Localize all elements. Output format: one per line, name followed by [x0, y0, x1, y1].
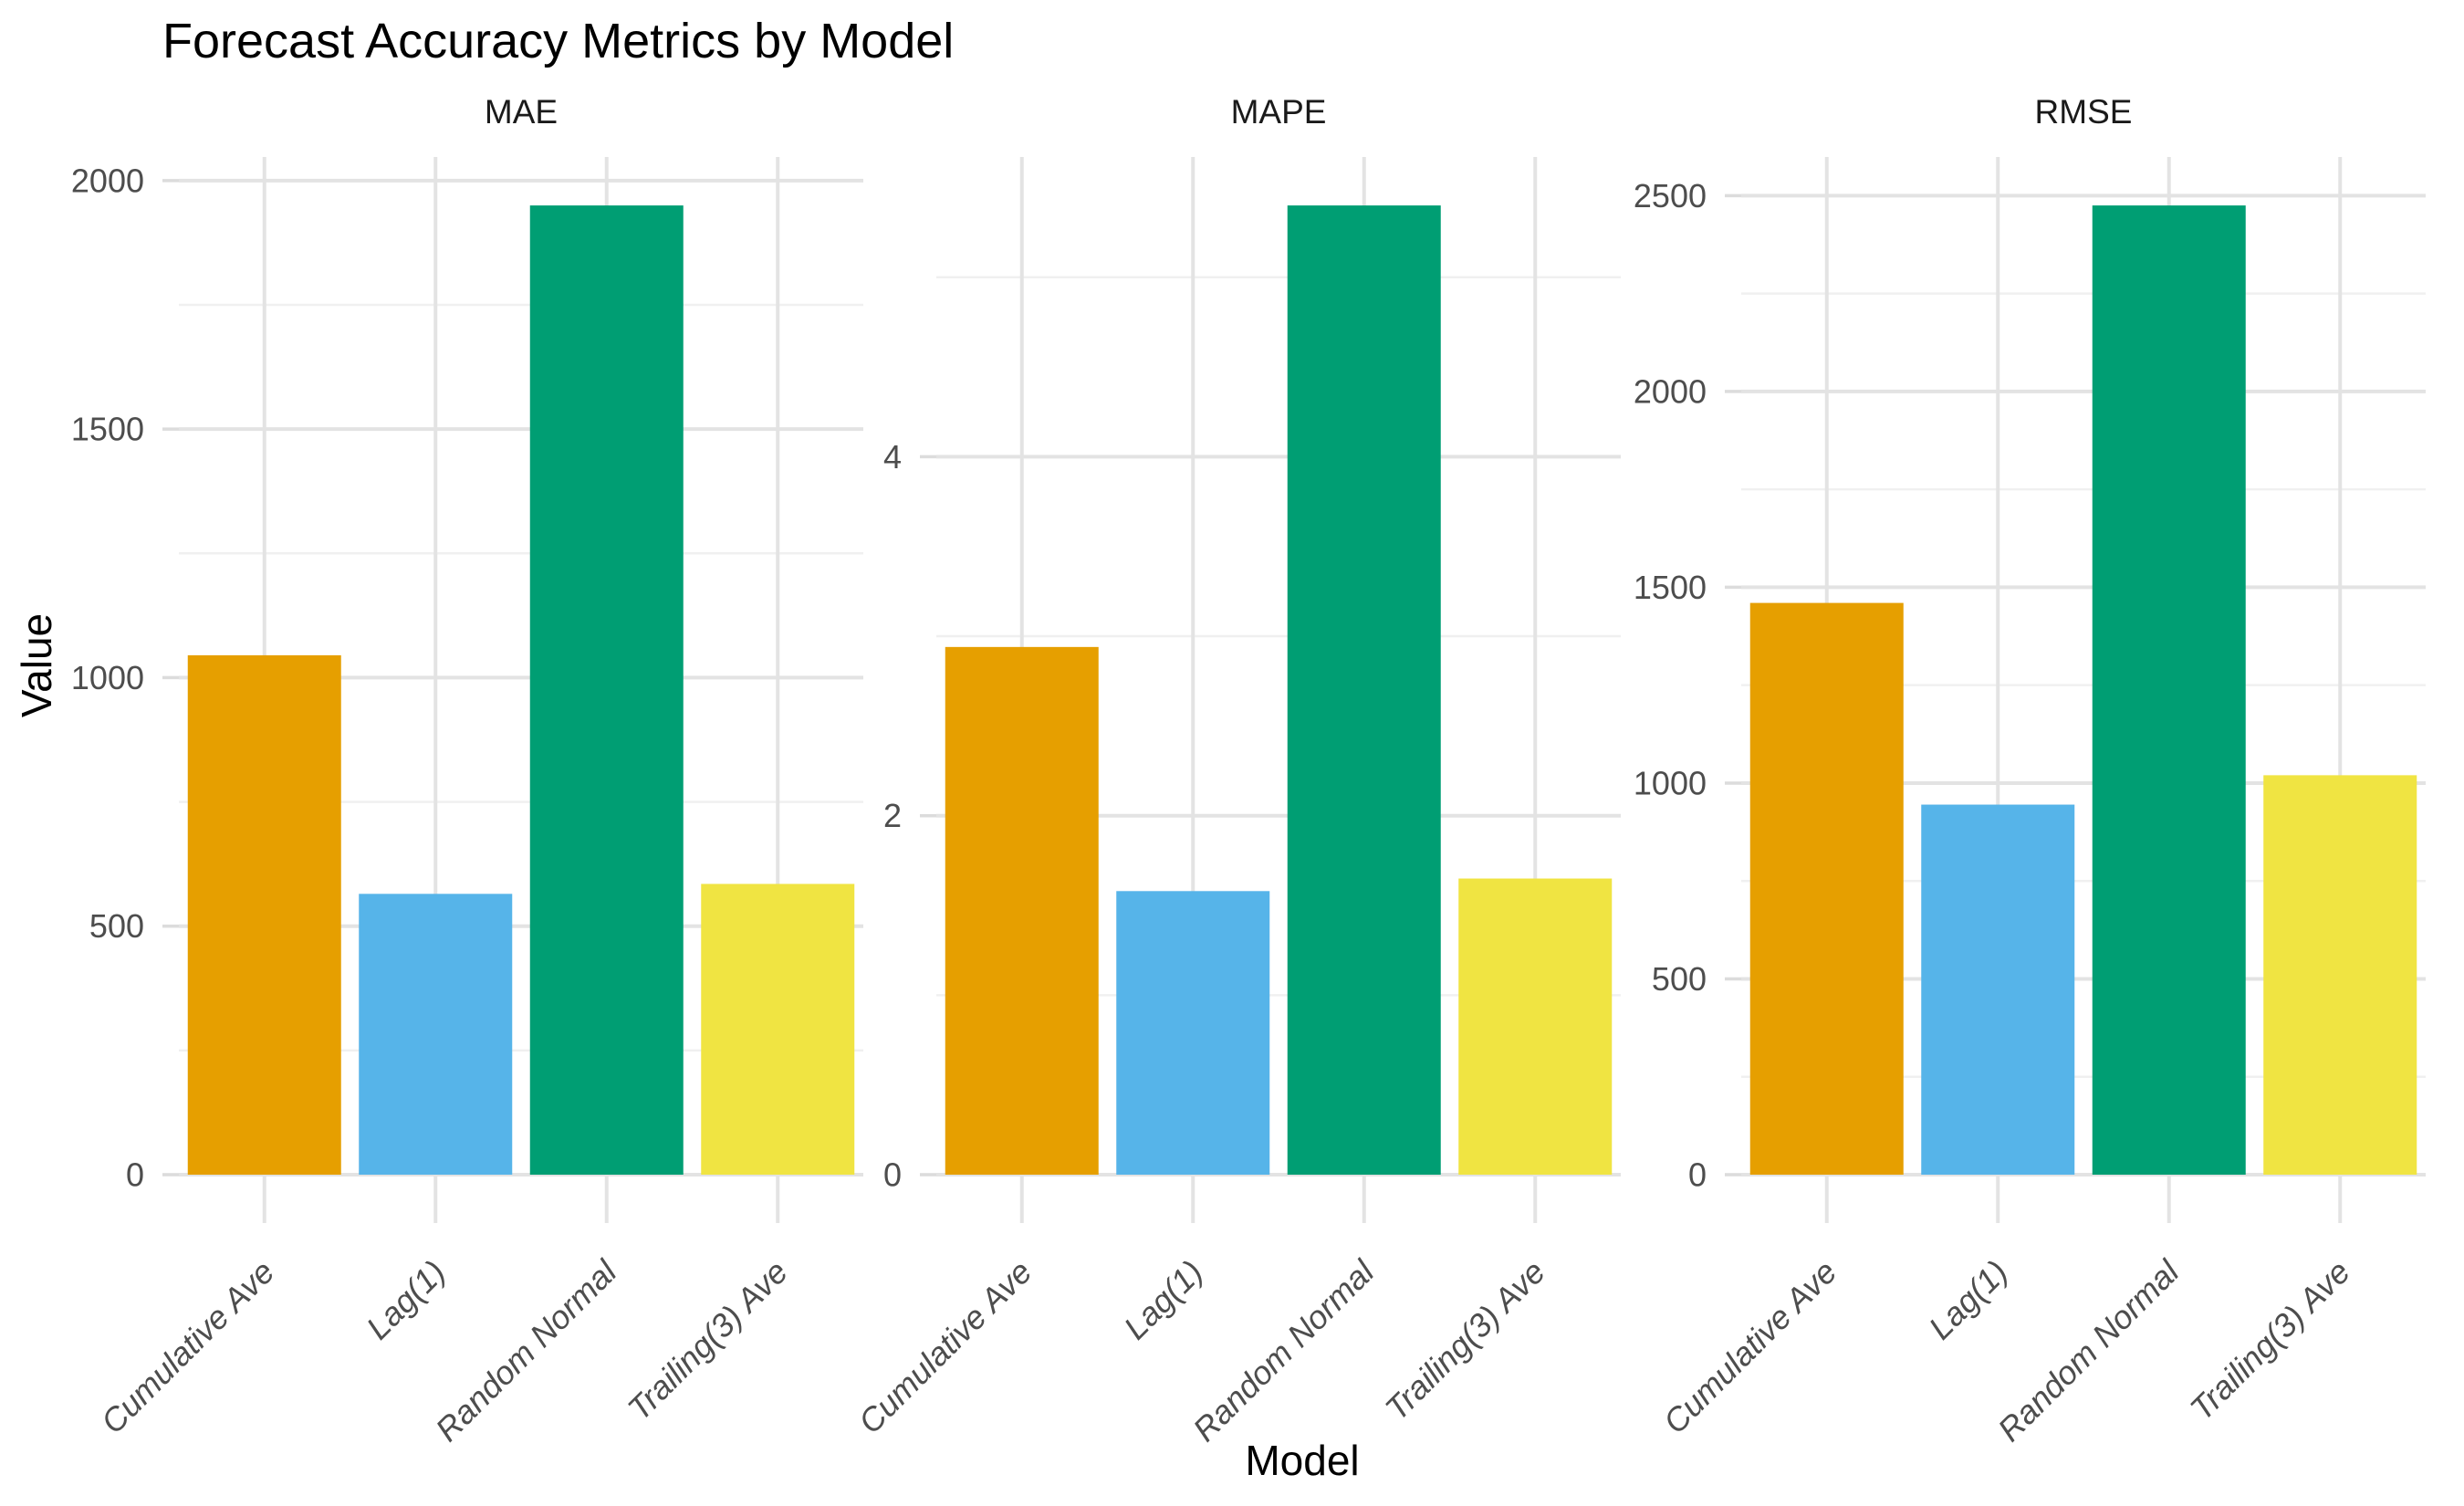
bar-mape-random-normal [1287, 205, 1441, 1176]
y-tick-label-rmse: 1500 [1634, 569, 1707, 606]
bar-mae-trailing-3-ave [701, 884, 855, 1175]
y-tick-label-mape: 4 [883, 438, 902, 476]
y-tick-label-mae: 1500 [71, 411, 144, 448]
x-tick-label-rmse-lag-1: Lag(1) [1921, 1253, 2015, 1347]
y-tick-label-mape: 2 [883, 797, 902, 834]
bar-mape-lag-1 [1116, 891, 1270, 1175]
x-tick-label-rmse-random-normal: Random Normal [1990, 1252, 2187, 1448]
bar-mae-random-normal [529, 205, 684, 1176]
x-tick-label-mape-lag-1: Lag(1) [1116, 1253, 1210, 1347]
y-tick-label-rmse: 0 [1688, 1156, 1707, 1194]
x-tick-label-rmse-trailing-3-ave: Trailing(3) Ave [2183, 1253, 2357, 1428]
x-tick-label-mae-random-normal: Random Normal [428, 1252, 624, 1448]
bar-rmse-random-normal [2092, 205, 2246, 1176]
x-tick-label-mae-lag-1: Lag(1) [359, 1253, 453, 1347]
y-tick-label-rmse: 500 [1652, 960, 1707, 998]
x-tick-label-mae-cumulative-ave: Cumulative Ave [94, 1253, 282, 1441]
y-tick-label-mae: 500 [89, 907, 144, 945]
bar-rmse-trailing-3-ave [2263, 775, 2417, 1175]
chart-title: Forecast Accuracy Metrics by Model [162, 14, 955, 68]
facet-label-mape: MAPE [1230, 93, 1327, 131]
x-tick-label-mape-random-normal: Random Normal [1185, 1252, 1382, 1448]
x-tick-label-rmse-cumulative-ave: Cumulative Ave [1656, 1253, 1844, 1441]
x-tick-label-mae-trailing-3-ave: Trailing(3) Ave [621, 1253, 795, 1428]
y-tick-label-mape: 0 [883, 1156, 902, 1194]
bar-mae-cumulative-ave [187, 654, 341, 1175]
bar-mae-lag-1 [359, 894, 513, 1175]
bar-rmse-cumulative-ave [1749, 602, 1904, 1175]
y-tick-label-rmse: 2000 [1634, 372, 1707, 410]
y-tick-label-mae: 0 [126, 1156, 144, 1194]
facet-label-rmse: RMSE [2034, 93, 2133, 131]
facet-label-mae: MAE [484, 93, 559, 131]
y-tick-label-mae: 1000 [71, 659, 144, 696]
y-tick-label-rmse: 1000 [1634, 764, 1707, 801]
x-tick-label-mape-trailing-3-ave: Trailing(3) Ave [1378, 1253, 1552, 1428]
bar-mape-trailing-3-ave [1458, 878, 1613, 1175]
bar-mape-cumulative-ave [945, 646, 1099, 1175]
x-tick-label-mape-cumulative-ave: Cumulative Ave [851, 1253, 1039, 1441]
y-tick-label-rmse: 2500 [1634, 177, 1707, 214]
x-axis-title: Model [1245, 1437, 1360, 1484]
bar-rmse-lag-1 [1921, 804, 2075, 1175]
y-tick-label-mae: 2000 [71, 162, 144, 199]
